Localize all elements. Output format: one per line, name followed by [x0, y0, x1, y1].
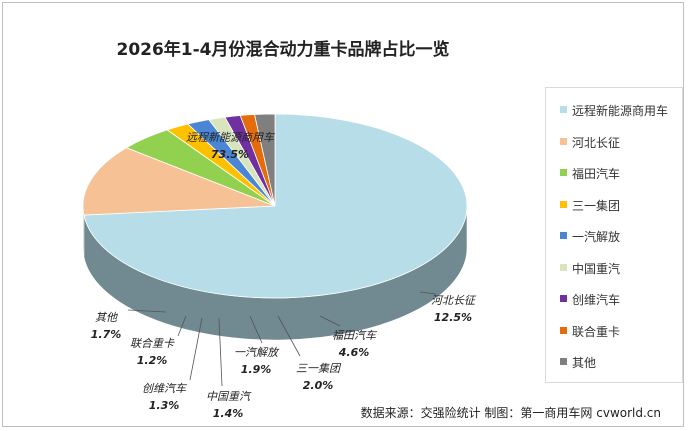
leader-line-8	[127, 309, 167, 313]
slice-labels: 远程新能源商用车 73.5% 河北长征 12.5% 福田汽车 4.6% 三一集团 2.0% 一汽…	[91, 131, 477, 420]
slice-0	[83, 113, 468, 299]
slice-label-1: 河北长征	[431, 294, 477, 307]
legend-label: 远程新能源商用车	[572, 104, 669, 118]
leader-line-4	[249, 315, 263, 344]
slice-value-4: 1.9%	[241, 363, 272, 376]
slice-label-0: 远程新能源商用车	[186, 131, 276, 144]
slice-label-7: 联合重卡	[130, 337, 175, 350]
legend-swatch	[560, 200, 567, 208]
leader-line-7	[177, 315, 187, 337]
chart-title: 2026年1-4月份混合动力重卡品牌占比一览	[116, 40, 450, 60]
legend-swatch	[560, 358, 567, 365]
slice-8	[254, 113, 276, 207]
legend-label: 三一集团	[572, 198, 621, 213]
legend-swatch	[560, 232, 567, 239]
slice-value-2: 4.6%	[338, 346, 370, 359]
leader-line-3	[277, 315, 301, 357]
leader-line-1	[419, 291, 437, 295]
slice-label-6: 创维汽车	[142, 382, 188, 395]
legend-label: 中国重汽	[572, 261, 621, 276]
slice-label-3: 三一集团	[296, 362, 342, 375]
slice-value-6: 1.3%	[149, 399, 180, 412]
legend-label: 创维汽车	[572, 293, 621, 307]
slice-value-1: 12.5%	[434, 311, 472, 324]
legend-swatch	[560, 106, 567, 113]
leader-line-5	[218, 317, 223, 387]
legend-swatch	[560, 137, 567, 145]
legend-label: 福田汽车	[572, 167, 621, 181]
legend-label: 其他	[572, 356, 597, 370]
legend-label: 河北长征	[572, 135, 621, 150]
legend-swatch	[560, 263, 567, 271]
slice-value-3: 2.0%	[303, 379, 334, 392]
pie-top	[82, 113, 468, 299]
slice-label-5: 中国重汽	[206, 390, 252, 403]
slice-label-8: 其他	[95, 311, 118, 324]
source-note: 数据来源：交强险统计 制图：第一商用车网 cvworld.cn	[360, 406, 661, 420]
slice-value-5: 1.4%	[213, 407, 244, 420]
legend-label: 一汽解放	[572, 230, 621, 244]
leader-line-2	[319, 315, 341, 327]
legend-swatch	[560, 326, 567, 334]
slice-label-4: 一汽解放	[234, 346, 280, 359]
slice-value-8: 1.7%	[91, 328, 122, 341]
legend-swatch	[560, 295, 567, 302]
legend: 远程新能源商用车 河北长征福田汽车三一集团一汽解放中国重汽创维汽车联合重卡其他	[545, 87, 683, 383]
legend-label: 联合重卡	[572, 324, 621, 339]
slice-value-0: 73.5%	[211, 148, 249, 161]
legend-swatch	[560, 169, 567, 176]
slice-1	[82, 147, 276, 216]
slice-value-7: 1.2%	[137, 354, 168, 367]
leader-line-6	[189, 317, 203, 381]
slice-label-2: 福田汽车	[332, 329, 378, 342]
